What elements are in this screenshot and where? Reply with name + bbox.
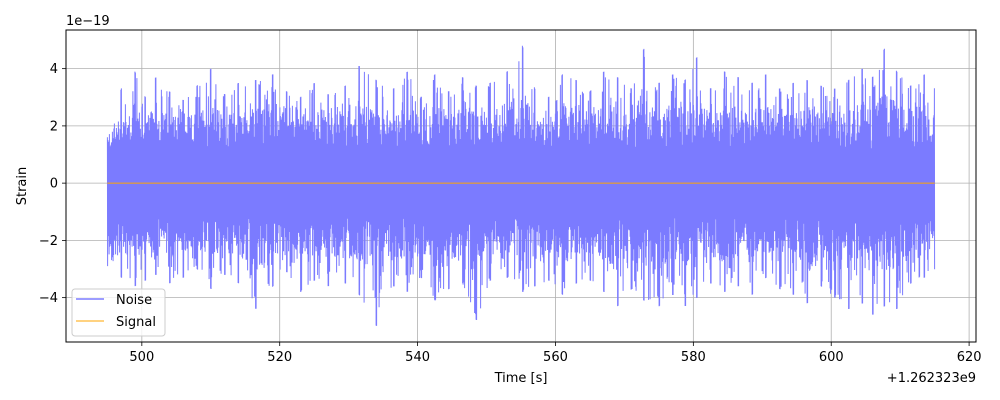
x-tick-label: 600	[819, 350, 844, 365]
axis-ticks: 500 520 540 560 580 600 620 −4 −2 0 2 4	[39, 62, 982, 365]
y-tick-label: 4	[50, 62, 58, 77]
y-tick-label: −4	[39, 291, 58, 306]
x-axis-label: Time [s]	[494, 371, 548, 386]
noise-series-line	[106, 45, 936, 326]
legend-signal-label: Signal	[116, 315, 156, 330]
y-tick-label: 2	[50, 119, 58, 134]
legend: Noise Signal	[71, 288, 166, 337]
x-tick-label: 520	[267, 350, 292, 365]
legend-noise-label: Noise	[116, 293, 152, 308]
x-offset-text: +1.262323e9	[887, 371, 976, 386]
y-tick-label: 0	[50, 177, 58, 192]
axes-frame	[65, 29, 977, 343]
x-tick-label: 560	[543, 350, 568, 365]
plot-data	[106, 45, 936, 326]
x-tick-label: 580	[681, 350, 706, 365]
x-tick-label: 500	[129, 350, 154, 365]
legend-box	[71, 288, 166, 337]
x-tick-label: 620	[957, 350, 982, 365]
y-scale-text: 1e−19	[66, 14, 110, 29]
x-tick-label: 540	[405, 350, 430, 365]
y-tick-label: −2	[39, 234, 58, 249]
y-axis-label: Strain	[15, 167, 30, 206]
